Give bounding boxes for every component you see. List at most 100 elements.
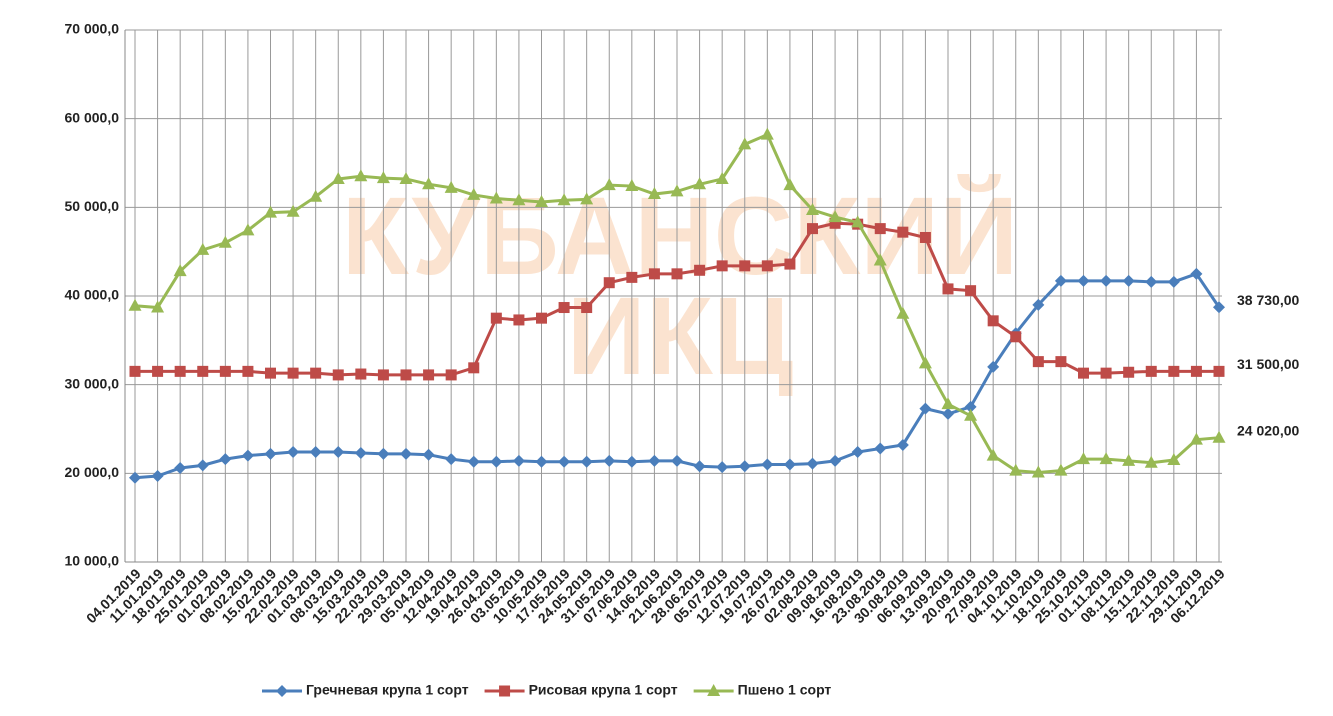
legend-label: Пшено 1 сорт [738,682,832,698]
marker [943,283,954,294]
marker [401,369,412,380]
marker [197,459,209,471]
y-tick-label: 20 000,0 [65,464,120,480]
y-tick-label: 30 000,0 [65,375,120,391]
marker [762,260,773,271]
y-tick-label: 70 000,0 [65,21,120,37]
marker [875,223,886,234]
marker [581,302,592,313]
marker [175,366,186,377]
marker [919,356,932,368]
marker [694,265,705,276]
marker [694,460,706,472]
marker [499,686,510,697]
marker [807,223,818,234]
marker [1033,356,1044,367]
marker [333,369,344,380]
marker [1214,366,1225,377]
marker [920,232,931,243]
marker [310,446,322,458]
marker [648,455,660,467]
marker [1055,356,1066,367]
marker [536,313,547,324]
marker [130,366,141,377]
marker [829,455,841,467]
marker [265,448,277,460]
marker [197,366,208,377]
marker [626,456,638,468]
marker [174,462,186,474]
marker [310,368,321,379]
y-tick-label: 60 000,0 [65,109,120,125]
marker [242,450,254,462]
marker [355,447,367,459]
legend-label: Гречневая крупа 1 сорт [306,682,469,698]
marker [490,456,502,468]
marker [1101,368,1112,379]
marker [761,128,774,140]
marker [468,362,479,373]
marker [988,315,999,326]
marker [446,369,457,380]
data-label: 31 500,00 [1237,356,1299,372]
marker [1123,367,1134,378]
marker [784,259,795,270]
marker [784,458,796,470]
y-tick-label: 10 000,0 [65,553,120,569]
marker [1191,366,1202,377]
y-tick-label: 40 000,0 [65,287,120,303]
marker [942,408,954,420]
marker [423,449,435,461]
marker [265,368,276,379]
marker [491,313,502,324]
marker [626,272,637,283]
marker [672,268,683,279]
y-tick-label: 50 000,0 [65,198,120,214]
marker [852,446,864,458]
marker [874,443,886,455]
marker [739,260,750,271]
marker [807,458,819,470]
marker [287,446,299,458]
marker [897,227,908,238]
marker [717,260,728,271]
marker [1145,276,1157,288]
marker [423,369,434,380]
marker [1078,275,1090,287]
marker [1168,276,1180,288]
marker [219,453,231,465]
marker [581,456,593,468]
marker [445,453,457,465]
marker [559,302,570,313]
marker [965,285,976,296]
marker [377,448,389,460]
marker [739,460,751,472]
marker [1100,275,1112,287]
marker [1123,275,1135,287]
marker [603,455,615,467]
marker [896,307,909,319]
marker [400,448,412,460]
data-label: 24 020,00 [1237,422,1299,438]
marker [536,456,548,468]
legend-label: Рисовая крупа 1 сорт [529,682,678,698]
chart: КУБАНСКИЙ ИКЦ 10 000,020 000,030 000,040… [0,0,1333,711]
marker [332,446,344,458]
marker [1146,366,1157,377]
marker [378,369,389,380]
marker [152,470,164,482]
marker [649,268,660,279]
marker [152,366,163,377]
marker [276,685,288,697]
marker [355,369,366,380]
marker [716,461,728,473]
marker [513,314,524,325]
marker [1078,368,1089,379]
marker [220,366,231,377]
marker [604,277,615,288]
marker [1010,331,1021,342]
marker [671,455,683,467]
marker [242,366,253,377]
marker [1168,366,1179,377]
marker [288,368,299,379]
